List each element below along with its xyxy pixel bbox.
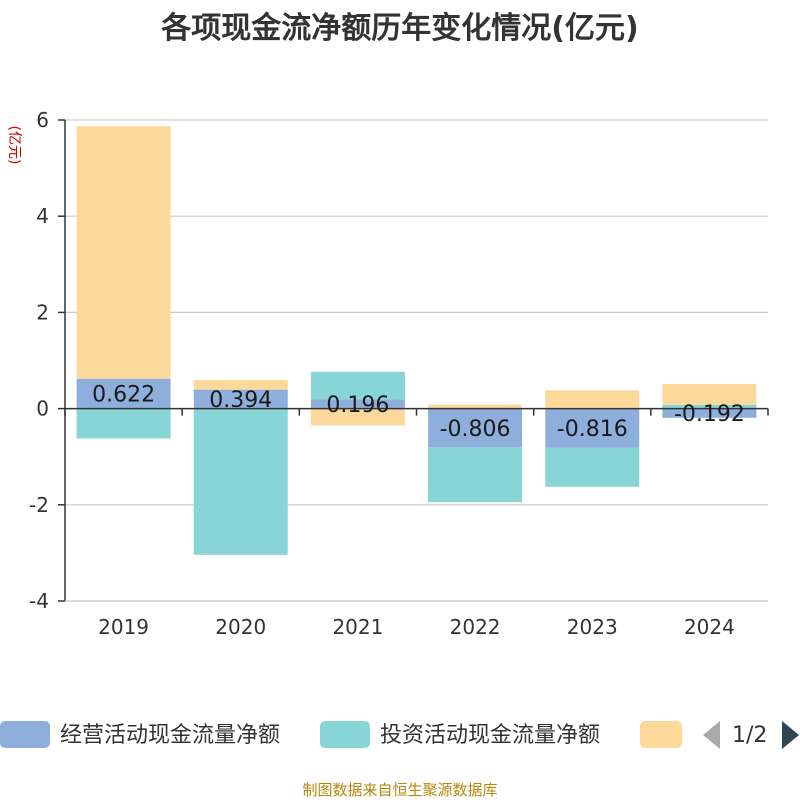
legend-next-arrow-icon[interactable] <box>782 721 799 749</box>
x-tick-label: 2024 <box>684 615 735 639</box>
y-axis-unit-label: (亿元) <box>6 126 22 165</box>
bar-series2-2020[interactable] <box>193 380 288 390</box>
data-label: -0.806 <box>440 417 511 442</box>
x-tick-label: 2022 <box>450 615 501 639</box>
legend-swatch-operating[interactable] <box>0 721 50 748</box>
axes <box>64 120 769 602</box>
bar-series0-2020[interactable] <box>193 389 288 409</box>
y-axis-ticks: 6 4 2 0 -2 -4 <box>29 108 65 613</box>
legend-prev-arrow-icon[interactable] <box>703 721 720 749</box>
data-labels: 0.622 0.394 0.196 -0.806 -0.816 -0.192 <box>92 383 745 443</box>
bar-series1-2024[interactable] <box>662 404 757 409</box>
y-tick-label: 0 <box>36 397 49 421</box>
data-label: 0.394 <box>209 388 272 413</box>
x-tick-label: 2019 <box>98 615 149 639</box>
chart-title: 各项现金流净额历年变化情况(亿元) <box>160 11 638 46</box>
legend-swatch-third[interactable] <box>640 721 682 748</box>
x-axis-ticks: 2019 2020 2021 2022 2023 2024 <box>98 615 735 639</box>
y-tick-label: 4 <box>36 204 49 228</box>
bar-series0-2023[interactable] <box>545 408 640 448</box>
y-tick-label: -4 <box>29 589 49 613</box>
x-tick-label: 2023 <box>567 615 618 639</box>
legend-swatch-investing[interactable] <box>320 721 370 748</box>
bar-series2-2019[interactable] <box>76 126 171 379</box>
bar-series2-2022[interactable] <box>428 404 523 409</box>
y-tick-label: -2 <box>29 493 49 517</box>
bar-series0-2021[interactable] <box>310 399 405 409</box>
bar-series1-2019[interactable] <box>76 408 171 439</box>
bar-series1-2021[interactable] <box>310 371 405 400</box>
bar-series0-2022[interactable] <box>428 408 523 448</box>
bar-series2-2023[interactable] <box>545 390 640 409</box>
legend: 经营活动现金流量净额 投资活动现金流量净额 1/2 <box>0 721 799 749</box>
bars <box>76 126 757 555</box>
y-tick-label: 6 <box>36 108 49 132</box>
bar-series1-2020[interactable] <box>193 408 288 555</box>
y-tick-label: 2 <box>36 300 49 324</box>
data-source-note: 制图数据来自恒生聚源数据库 <box>302 781 497 799</box>
data-label: 0.196 <box>326 393 389 418</box>
legend-page-indicator: 1/2 <box>732 723 767 748</box>
x-tick-label: 2021 <box>332 615 383 639</box>
x-tick-label: 2020 <box>215 615 266 639</box>
bar-series2-2021[interactable] <box>310 408 405 426</box>
bar-series1-2023[interactable] <box>545 447 640 487</box>
data-label: -0.816 <box>557 417 628 442</box>
legend-label-operating[interactable]: 经营活动现金流量净额 <box>60 723 280 748</box>
bar-series1-2022[interactable] <box>428 447 523 503</box>
legend-label-investing[interactable]: 投资活动现金流量净额 <box>380 723 600 748</box>
data-label: -0.192 <box>674 402 745 427</box>
bar-series0-2019[interactable] <box>76 378 171 409</box>
bar-series0-2024[interactable] <box>662 408 757 418</box>
data-label: 0.622 <box>92 383 155 408</box>
bar-series2-2024[interactable] <box>662 384 757 405</box>
